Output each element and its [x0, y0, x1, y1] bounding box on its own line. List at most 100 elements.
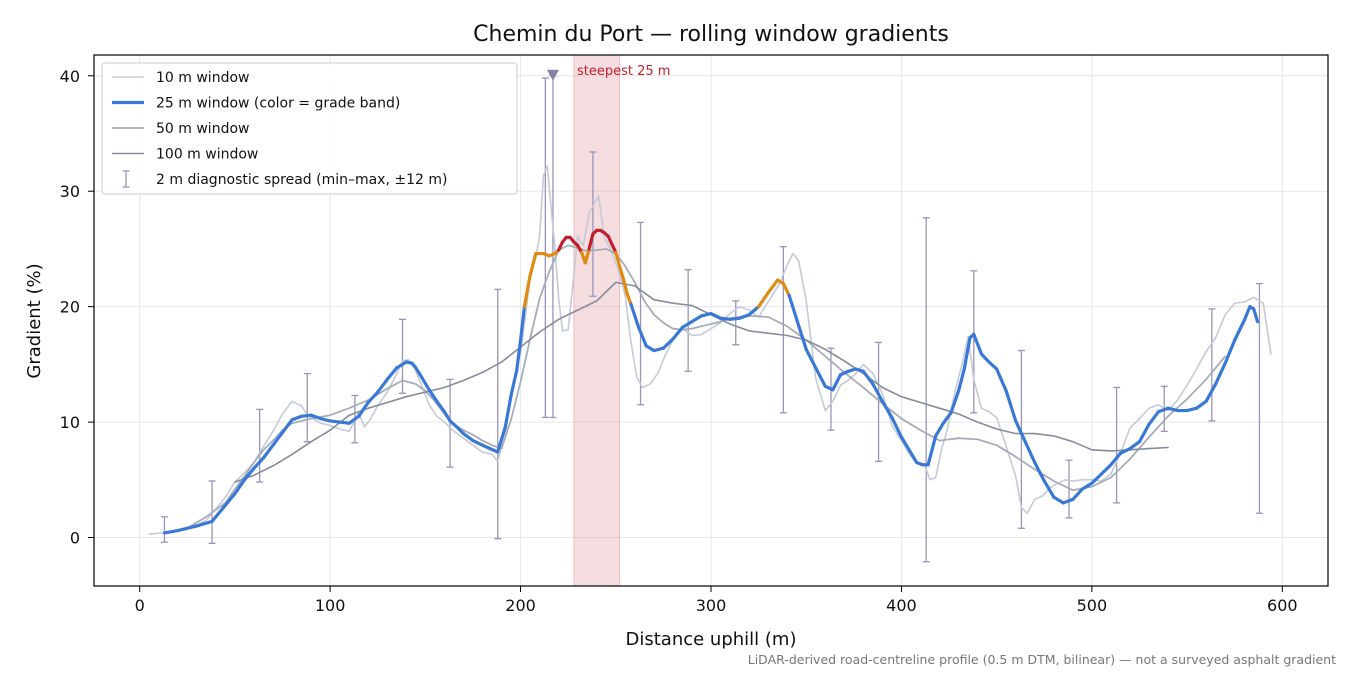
legend-label: 100 m window — [156, 147, 258, 163]
legend-box — [101, 62, 518, 195]
y-axis-label: Gradient (%) — [24, 263, 45, 378]
grade-band-segment — [737, 313, 751, 320]
grade-band-segment — [395, 360, 408, 370]
grade-band-segment — [503, 393, 513, 429]
grade-band-segment — [522, 273, 532, 309]
grade-band-segment — [621, 277, 629, 296]
grade-band-segment — [831, 373, 843, 392]
grade-band-segment — [614, 250, 622, 268]
grade-band-segment — [1128, 440, 1142, 451]
grade-band-segment — [1137, 422, 1151, 444]
grade-band-segment — [1166, 406, 1180, 413]
grade-band-segment — [1090, 472, 1103, 485]
legend-label: 50 m window — [156, 121, 249, 137]
grade-band-segment — [347, 414, 361, 425]
x-tick-label: 600 — [1267, 596, 1298, 615]
grade-band-segment — [637, 325, 648, 348]
x-tick-label: 0 — [135, 596, 145, 615]
grade-band-segment — [804, 347, 818, 370]
grade-band-segment — [496, 425, 507, 454]
x-tick-label: 500 — [1077, 596, 1108, 615]
grade-band-segment — [934, 421, 945, 438]
grade-band-segment — [419, 375, 431, 392]
grade-band-segment — [880, 399, 894, 420]
grade-band-segment — [385, 366, 399, 381]
grade-band-segment — [949, 389, 961, 415]
peak-marker — [546, 69, 559, 81]
series-line — [148, 165, 1272, 535]
grade-band-segment — [1042, 479, 1056, 499]
grade-band-segment — [1223, 338, 1237, 365]
grade-band-segment — [962, 336, 972, 371]
grade-band-segment — [309, 413, 323, 421]
grade-band-segment — [1242, 305, 1252, 323]
grade-band-segment — [1252, 307, 1260, 324]
grade-band-segment — [979, 352, 991, 364]
grade-band-segment — [766, 278, 780, 295]
grade-band-segment — [1233, 318, 1246, 342]
grade-band-segment — [747, 305, 761, 317]
grade-band-segment — [271, 430, 285, 447]
grade-band-segment — [907, 448, 919, 465]
series-lines — [148, 165, 1272, 535]
grade-band-segment — [290, 414, 304, 422]
grade-band-segment — [435, 399, 446, 414]
grade-band-segment — [509, 368, 519, 398]
x-tick-label: 100 — [315, 596, 346, 615]
grade-band-segment — [661, 337, 675, 350]
footnote: LiDAR-derived road-centreline profile (0… — [748, 652, 1336, 667]
grade-band-segment — [680, 320, 694, 330]
grade-band-segment — [587, 232, 595, 251]
grade-band-segment — [871, 382, 884, 403]
grade-band-segment — [1185, 406, 1199, 413]
grade-band-segment — [223, 492, 237, 507]
legend-label: 10 m window — [156, 70, 249, 86]
grade-band-segment — [890, 415, 904, 439]
grade-band-segment — [471, 438, 485, 447]
grade-band-segment — [1195, 399, 1208, 410]
grade-band-segment — [1071, 487, 1084, 502]
grade-band-segment — [515, 338, 523, 372]
grade-band-segment — [242, 466, 256, 482]
grade-band-segment — [709, 311, 723, 320]
grade-band-segment — [956, 367, 966, 393]
grade-band-segment — [972, 332, 984, 356]
grade-band-segment — [1004, 389, 1018, 423]
grade-band-segment — [195, 519, 214, 528]
grade-band-segment — [690, 314, 704, 324]
grade-band-segment — [518, 305, 526, 342]
steepest-window-band — [573, 54, 621, 587]
y-tick-label: 20 — [60, 298, 80, 317]
grade-band-segment — [210, 503, 227, 523]
grade-band-segment — [376, 377, 389, 394]
grade-band-segment — [1080, 481, 1094, 491]
grade-band-segment — [861, 369, 875, 386]
grade-band-segment — [461, 432, 475, 443]
highlight-annotation: steepest 25 m — [577, 64, 670, 79]
x-tick-label: 300 — [696, 596, 727, 615]
grade-band-segment — [926, 434, 938, 467]
grade-band-segment — [427, 388, 439, 403]
grade-band-segment — [1214, 361, 1227, 386]
grade-band-segment — [528, 251, 538, 278]
grade-band-segment — [1061, 497, 1075, 505]
grade-band-segment — [583, 247, 591, 265]
grade-band-segment — [625, 292, 633, 306]
grade-band-segment — [366, 390, 380, 405]
grade-band-segment — [357, 400, 370, 418]
grade-band-segment — [1014, 419, 1027, 444]
grade-band-segment — [757, 291, 770, 309]
grade-band-segment — [1109, 451, 1123, 467]
grade-band-segment — [899, 435, 911, 452]
grade-band-segment — [1156, 406, 1170, 414]
grade-band-segment — [814, 366, 827, 388]
grade-band-segment — [617, 264, 626, 281]
grade-band-segment — [176, 524, 199, 533]
grade-band-segment — [233, 478, 247, 496]
x-tick-label: 200 — [505, 596, 536, 615]
grade-band-segment — [671, 325, 685, 341]
peak-marker-triangle — [546, 69, 559, 81]
grade-band-segment — [280, 418, 294, 435]
grade-band-segment — [629, 302, 641, 330]
